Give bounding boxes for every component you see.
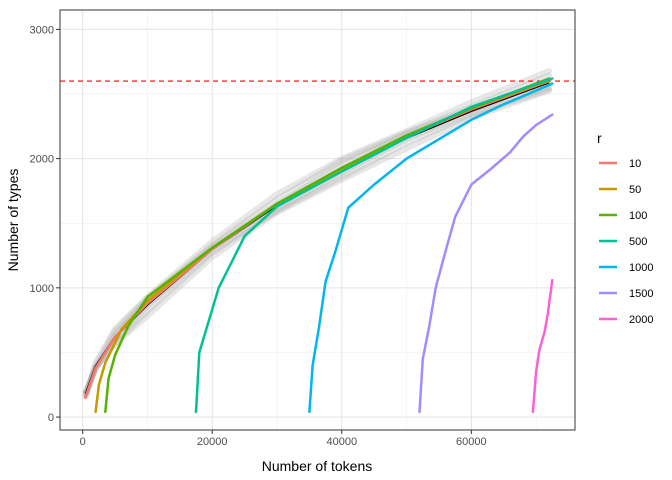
series-lines: [60, 77, 575, 414]
legend-label-r-1500: 1500: [629, 288, 653, 300]
legend-label-r-500: 500: [629, 236, 647, 248]
legend-label-r-10: 10: [629, 158, 641, 170]
y-tick-label: 1000: [30, 283, 54, 295]
x-axis-title: Number of tokens: [262, 458, 373, 474]
y-axis-title: Number of types: [5, 169, 21, 272]
series-line-r-500: [194, 77, 554, 414]
simulation-band: [82, 86, 553, 395]
legend: r 10 50 100 500 1000 1500 2000: [597, 130, 653, 326]
legend-title: r: [597, 130, 602, 146]
simulation-band: [82, 72, 553, 399]
legend-label-r-50: 50: [629, 184, 641, 196]
legend-label-r-2000: 2000: [629, 314, 653, 326]
y-tick-label: 2000: [30, 154, 54, 166]
series-line-r-2000: [531, 278, 554, 414]
x-tick-label: 20000: [197, 436, 228, 448]
x-tick-label: 40000: [326, 436, 357, 448]
plot-panel: [60, 10, 575, 430]
simulation-band: [82, 68, 553, 399]
y-tick-label: 3000: [30, 24, 54, 36]
y-tick-label: 0: [48, 412, 54, 424]
axes: 0 20000 40000 60000 0 1000 2000 3000: [30, 9, 576, 448]
x-tick-label: 60000: [456, 436, 487, 448]
series-line-r-1500: [418, 113, 554, 414]
panel-border: [59, 9, 576, 431]
series-line-r-1000: [308, 82, 554, 414]
legend-label-r-100: 100: [629, 210, 647, 222]
panel-background: [60, 10, 575, 430]
legend-label-r-1000: 1000: [629, 262, 653, 274]
x-tick-label: 0: [80, 436, 86, 448]
